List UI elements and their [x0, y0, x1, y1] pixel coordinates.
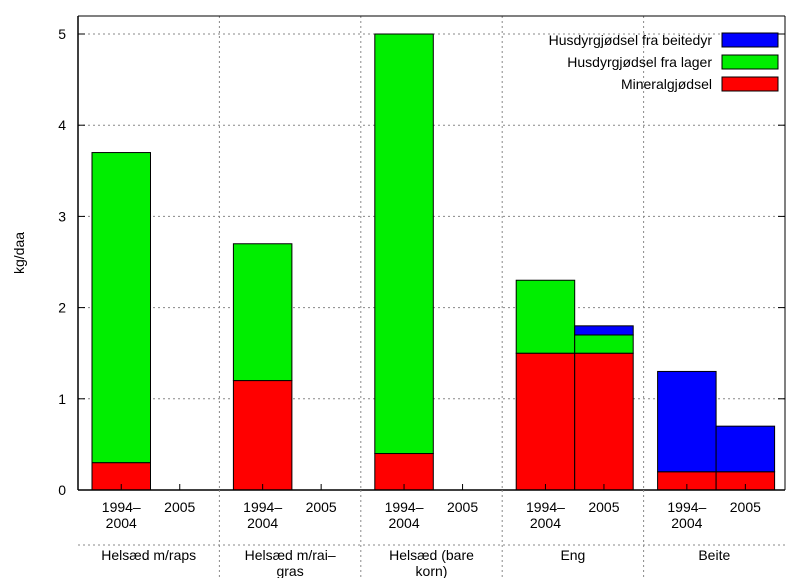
bar-segment — [515, 279, 576, 354]
x-tick-label: 1994– 2004 — [667, 499, 706, 531]
bar-segment — [715, 425, 776, 473]
x-tick-label: 2005 — [447, 499, 478, 515]
bar-segment — [91, 152, 151, 464]
bar-segment — [574, 325, 634, 336]
x-tick-label: 1994– 2004 — [243, 499, 282, 531]
y-tick-label: 2 — [58, 300, 66, 316]
bar-segment — [232, 380, 293, 491]
bar-segment — [232, 243, 293, 382]
x-tick-label: 2005 — [730, 499, 761, 515]
group-label: Helsæd m/raps — [101, 547, 196, 563]
legend-swatch — [721, 54, 779, 70]
x-tick-label: 1994– 2004 — [385, 499, 424, 531]
bar-segment — [374, 33, 434, 455]
x-tick-label: 2005 — [164, 499, 195, 515]
x-tick-label: 1994– 2004 — [526, 499, 565, 531]
legend-swatch — [721, 32, 779, 48]
group-label: Beite — [698, 547, 730, 563]
x-tick-label: 2005 — [588, 499, 619, 515]
legend-label: Mineralgjødsel — [621, 76, 712, 92]
group-label: Helsæd m/rai– gras — [245, 547, 336, 578]
legend-label: Husdyrgjødsel fra beitedyr — [549, 32, 713, 48]
bar-segment — [515, 352, 576, 491]
x-tick-label: 2005 — [306, 499, 337, 515]
bar-segment — [574, 334, 634, 354]
y-tick-label: 3 — [58, 208, 66, 224]
y-tick-label: 1 — [58, 391, 66, 407]
y-tick-label: 4 — [58, 117, 66, 133]
x-tick-label: 1994– 2004 — [102, 499, 141, 531]
legend-label: Husdyrgjødsel fra lager — [567, 54, 712, 70]
bar-segment — [574, 352, 634, 491]
group-label: Eng — [560, 547, 585, 563]
y-tick-label: 5 — [58, 26, 66, 42]
y-axis-label: kg/daa — [11, 232, 27, 274]
legend-swatch — [721, 76, 779, 92]
y-tick-label: 0 — [58, 482, 66, 498]
group-label: Helsæd (bare korn) — [389, 547, 474, 578]
bar-segment — [657, 370, 717, 473]
